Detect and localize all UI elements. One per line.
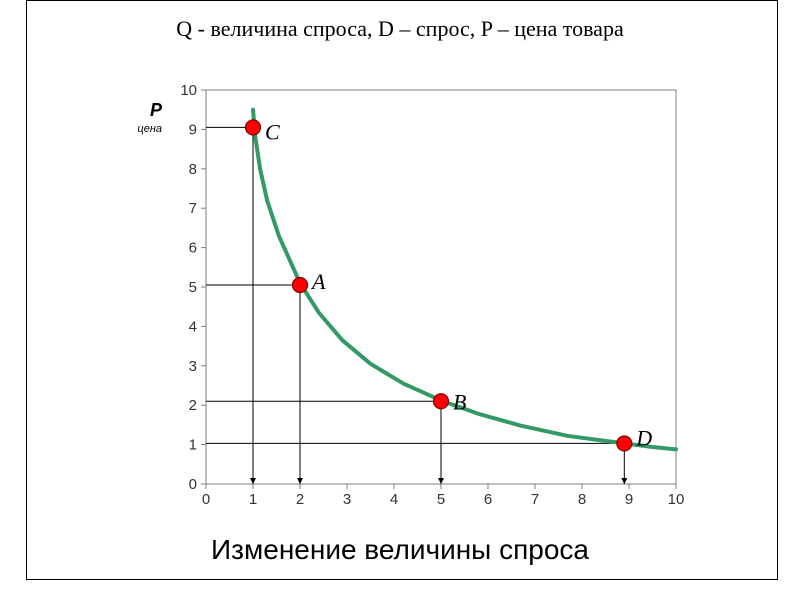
- legend-text: Q - величина спроса, D – спрос, P – цена…: [0, 16, 800, 42]
- svg-text:9: 9: [625, 491, 633, 508]
- chart-title: Изменение величины спроса: [0, 534, 800, 566]
- svg-text:3: 3: [343, 491, 351, 508]
- svg-text:10: 10: [180, 82, 197, 99]
- y-axis-label: P цена: [112, 100, 162, 135]
- svg-text:6: 6: [484, 491, 492, 508]
- svg-text:5: 5: [437, 491, 445, 508]
- svg-text:10: 10: [668, 491, 685, 508]
- svg-text:0: 0: [189, 476, 197, 493]
- svg-text:2: 2: [189, 397, 197, 414]
- svg-text:8: 8: [578, 491, 586, 508]
- svg-text:7: 7: [189, 200, 197, 217]
- svg-text:9: 9: [189, 121, 197, 138]
- svg-text:6: 6: [189, 240, 197, 257]
- y-axis-label-p: P: [112, 100, 162, 121]
- svg-text:4: 4: [189, 318, 197, 335]
- y-axis-label-sub: цена: [112, 123, 162, 135]
- svg-text:4: 4: [390, 491, 398, 508]
- svg-text:C: C: [265, 119, 280, 144]
- svg-text:0: 0: [202, 491, 210, 508]
- svg-text:1: 1: [189, 437, 197, 454]
- slide-frame: Q - величина спроса, D – спрос, P – цена…: [0, 0, 800, 600]
- svg-text:3: 3: [189, 358, 197, 375]
- svg-text:8: 8: [189, 161, 197, 178]
- svg-text:D: D: [635, 425, 652, 450]
- svg-text:5: 5: [189, 279, 197, 296]
- svg-text:B: B: [453, 389, 466, 414]
- svg-text:2: 2: [296, 491, 304, 508]
- demand-chart: 0 1 2 3 4 5 6 7 8 9 10 0 1 2 3 4 5 6 7 8 9 10 C A B D: [170, 80, 690, 520]
- svg-text:A: A: [310, 269, 326, 294]
- svg-text:7: 7: [531, 491, 539, 508]
- svg-text:1: 1: [249, 491, 257, 508]
